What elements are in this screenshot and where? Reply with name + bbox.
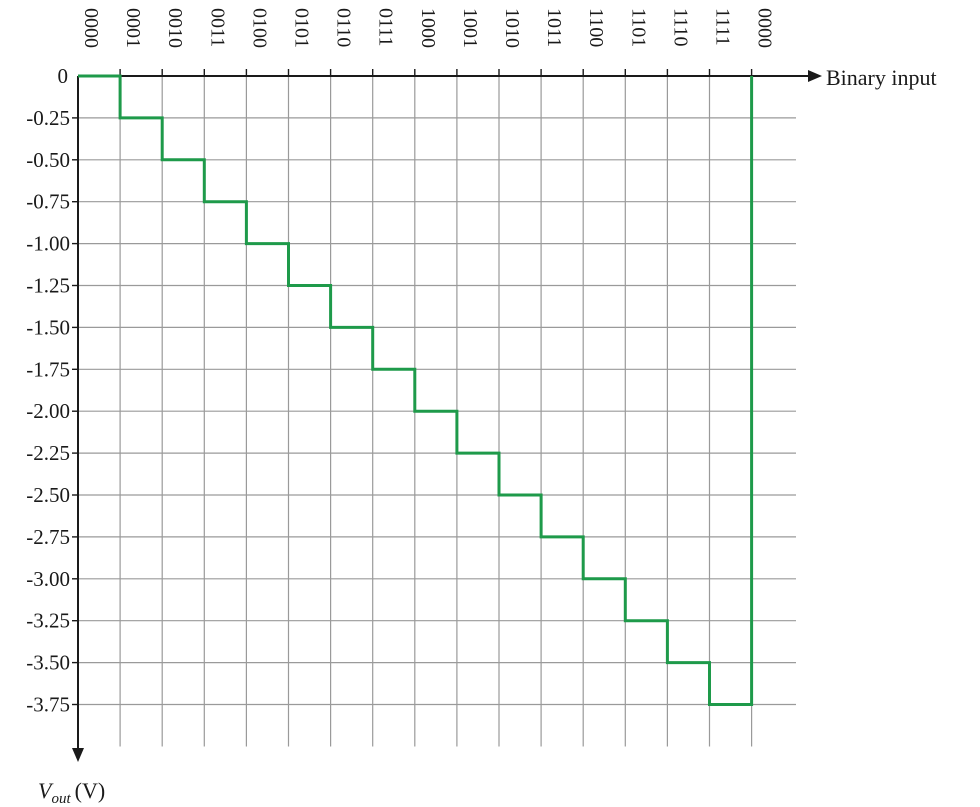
y-axis-label: Vout (V) (38, 778, 105, 807)
y-tick-label: -2.00 (26, 399, 70, 423)
x-tick-label: 0000 (754, 8, 776, 48)
y-tick-label: -2.50 (26, 483, 70, 507)
x-tick-label: 1101 (627, 8, 649, 47)
y-tick-label: -3.25 (26, 609, 70, 633)
axes (72, 69, 822, 762)
y-tick-label: -2.25 (26, 441, 70, 465)
x-tick-label: 1000 (417, 8, 439, 48)
y-tick-label: 0 (58, 64, 69, 88)
x-tick-label: 0001 (122, 8, 144, 48)
y-tick-label: -2.75 (26, 525, 70, 549)
x-axis-label: Binary input (826, 65, 937, 90)
x-axis-arrowhead (808, 70, 822, 82)
x-tick-label: 0011 (206, 8, 228, 47)
x-tick-label: 1010 (501, 8, 523, 48)
x-tick-label: 0000 (80, 8, 102, 48)
x-tick-label: 0101 (291, 8, 313, 48)
y-axis-label-main: V (38, 778, 54, 803)
x-tick-label: 0110 (333, 8, 355, 47)
y-tick-labels: 0 -0.25 -0.50 -0.75 -1.00 -1.25 -1.50 -1.75 -2.0… (26, 64, 70, 717)
x-tick-label: 1110 (669, 8, 691, 47)
y-axis-label-subscript: out (51, 791, 71, 807)
y-tick-label: -0.25 (26, 106, 70, 130)
output-step-line (78, 74, 754, 706)
y-tick-label: -0.75 (26, 190, 70, 214)
y-tick-label: -1.75 (26, 357, 70, 381)
x-tick-label: 0111 (375, 8, 397, 47)
y-tick-label: -1.50 (26, 315, 70, 339)
x-tick-label: 1001 (459, 8, 481, 48)
x-tick-label: 1100 (585, 8, 607, 47)
y-tick-label: -0.50 (26, 148, 70, 172)
y-tick-label: -3.75 (26, 693, 70, 717)
x-tick-label: 0010 (164, 8, 186, 48)
y-axis-arrowhead (72, 748, 84, 762)
x-tick-label: 1011 (543, 8, 565, 47)
series-vout (78, 74, 754, 706)
y-tick-label: -3.00 (26, 567, 70, 591)
x-tick-label: 1111 (712, 8, 734, 46)
y-tick-label: -1.25 (26, 274, 70, 298)
x-tick-label: 0100 (248, 8, 270, 48)
y-tick-label: -3.50 (26, 651, 70, 675)
y-axis-label-unit: (V) (75, 778, 106, 803)
y-tick-label: -1.00 (26, 232, 70, 256)
x-tick-labels: 0000 0001 0010 0011 0100 0101 0110 0111 1000 1001… (80, 8, 776, 48)
